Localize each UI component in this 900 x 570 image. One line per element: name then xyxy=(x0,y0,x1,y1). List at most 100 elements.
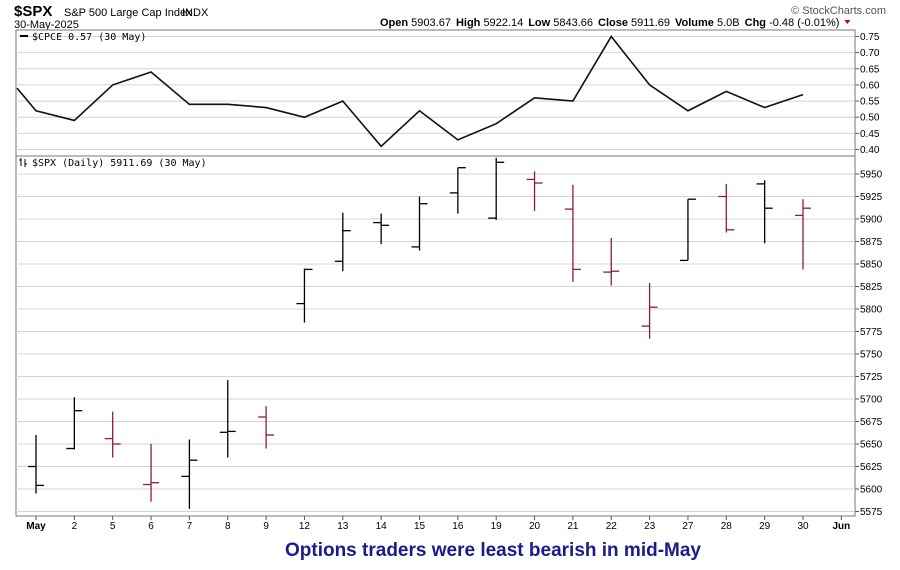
ohlc-bar xyxy=(258,406,275,449)
chart-header: $SPX S&P 500 Large Cap Index INDX 30-May… xyxy=(14,3,886,31)
ohlc-bar xyxy=(219,380,236,458)
ohlc-bar xyxy=(756,180,773,244)
ohlc-item: High 5922.14 xyxy=(456,17,523,29)
ohlc-item-label: Chg xyxy=(745,17,769,29)
ohlc-bar xyxy=(373,213,390,245)
x-tick-label: 21 xyxy=(567,521,579,532)
ohlc-item-label: Open xyxy=(380,17,411,29)
spx-tick-label: 5600 xyxy=(860,485,883,496)
ohlc-item-value: 5911.69 xyxy=(631,17,670,29)
cpce-y-axis: 0.75 0.70 0.65 0.60 0.55 0.50 0.45 0.40 xyxy=(855,32,880,156)
x-tick-label: 19 xyxy=(491,521,503,532)
change-down-marker xyxy=(844,20,851,24)
spx-tick-label: 5625 xyxy=(860,462,883,473)
x-tick-label: 29 xyxy=(759,521,771,532)
spx-tick-label: 5775 xyxy=(860,327,883,338)
cpce-tick-label: 0.65 xyxy=(860,64,880,75)
ohlc-legend-icon xyxy=(19,158,27,167)
ohlc-bar xyxy=(66,397,83,450)
x-tick-label: 22 xyxy=(606,521,618,532)
ohlc-bar xyxy=(603,237,620,286)
cpce-panel: 0.75 0.70 0.65 0.60 0.55 0.50 0.45 0.40 $CPCE 0… xyxy=(15,29,880,157)
ohlc-item-label: Volume xyxy=(675,17,717,29)
chart-date: 30-May-2025 xyxy=(14,19,79,31)
x-tick-label: 7 xyxy=(187,521,193,532)
x-tick-label: 6 xyxy=(148,521,154,532)
ohlc-item: Open 5903.67 xyxy=(380,17,451,29)
spx-tick-label: 5950 xyxy=(860,170,883,181)
x-tick-label: 2 xyxy=(72,521,78,532)
spx-legend: $SPX (Daily) 5911.69 (30 May) xyxy=(32,158,207,169)
spx-tick-label: 5750 xyxy=(860,350,883,361)
exchange-label: INDX xyxy=(182,7,209,19)
cpce-tick-label: 0.50 xyxy=(860,113,880,124)
cpce-tick-label: 0.75 xyxy=(860,32,880,43)
ohlc-bar xyxy=(564,184,581,282)
spx-grid xyxy=(16,173,855,512)
ohlc-bar xyxy=(449,167,466,214)
footer-caption: Options traders were least bearish in mi… xyxy=(285,540,701,561)
spx-tick-label: 5900 xyxy=(860,215,883,226)
spx-tick-label: 5675 xyxy=(860,417,883,428)
spx-y-axis: 5950 5925 5900 5875 5850 5825 5800 5775 5750 5725… xyxy=(855,170,883,518)
spx-ohlc-bars xyxy=(28,157,811,509)
cpce-grid xyxy=(16,35,855,151)
ohlc-item-label: Close xyxy=(598,17,631,29)
ohlc-item-value: 5903.67 xyxy=(411,17,451,29)
watermark: © StockCharts.com xyxy=(791,5,886,17)
ohlc-item: Volume 5.0B xyxy=(675,17,740,29)
x-tick-label: 14 xyxy=(376,521,388,532)
symbol-title: $SPX xyxy=(14,3,52,20)
ohlc-bar xyxy=(718,183,735,233)
x-tick-label: 13 xyxy=(337,521,349,532)
ohlc-item: Close 5911.69 xyxy=(598,17,670,29)
spx-tick-label: 5650 xyxy=(860,440,883,451)
x-axis: May 2 5 6 7 8 9 12 13 14 15 16 19 20 21 22 23 27 28 29 30 Jun xyxy=(26,516,850,532)
spx-tick-label: 5800 xyxy=(860,305,883,316)
ohlc-item: Low 5843.66 xyxy=(528,17,593,29)
ohlc-bar xyxy=(104,411,121,458)
ohlc-item-value: 5843.66 xyxy=(553,17,593,29)
spx-tick-label: 5875 xyxy=(860,237,883,248)
x-tick-label: Jun xyxy=(832,521,850,532)
x-tick-label: 9 xyxy=(263,521,269,532)
x-tick-label: 28 xyxy=(721,521,733,532)
spx-tick-label: 5700 xyxy=(860,395,883,406)
ohlc-bar xyxy=(334,212,351,272)
spx-tick-label: 5825 xyxy=(860,282,883,293)
ohlc-item-value: -0.48 (-0.01%) xyxy=(769,17,839,29)
ohlc-item-label: Low xyxy=(528,17,553,29)
spx-panel: 5950 5925 5900 5875 5850 5825 5800 5775 5750 5725… xyxy=(15,155,883,518)
ohlc-item-value: 5922.14 xyxy=(483,17,523,29)
x-tick-label: 27 xyxy=(682,521,694,532)
spx-tick-label: 5850 xyxy=(860,260,883,271)
x-tick-label: 20 xyxy=(529,521,541,532)
ohlc-item-value: 5.0B xyxy=(717,17,740,29)
x-tick-label: 5 xyxy=(110,521,116,532)
cpce-tick-label: 0.70 xyxy=(860,48,880,59)
cpce-tick-label: 0.40 xyxy=(860,145,880,156)
x-tick-label: 23 xyxy=(644,521,656,532)
ohlc-bar xyxy=(28,435,44,494)
ohlc-bar xyxy=(795,199,811,270)
x-tick-label: May xyxy=(26,521,46,532)
x-tick-label: 15 xyxy=(414,521,426,532)
ohlc-summary: Open 5903.67 High 5922.14 Low 5843.66 Close… xyxy=(380,17,851,29)
ohlc-item-label: High xyxy=(456,17,484,29)
ohlc-item: Chg -0.48 (-0.01%) xyxy=(745,17,840,29)
ohlc-bar xyxy=(641,282,658,339)
x-tick-label: 12 xyxy=(299,521,311,532)
index-name: S&P 500 Large Cap Index xyxy=(64,7,192,19)
ohlc-bar xyxy=(488,157,505,220)
cpce-tick-label: 0.45 xyxy=(860,129,880,140)
cpce-tick-label: 0.55 xyxy=(860,97,880,108)
spx-tick-label: 5725 xyxy=(860,372,883,383)
x-tick-label: 8 xyxy=(225,521,231,532)
spx-panel-frame xyxy=(15,155,856,517)
cpce-legend: $CPCE 0.57 (30 May) xyxy=(32,32,146,43)
ohlc-bar xyxy=(411,196,428,251)
ohlc-bar xyxy=(143,444,160,502)
ohlc-bar xyxy=(679,198,696,262)
ohlc-bar xyxy=(181,439,198,509)
